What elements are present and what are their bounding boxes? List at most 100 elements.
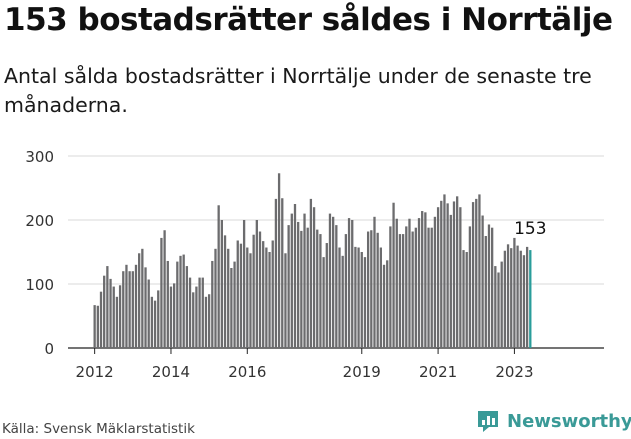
bar [487,224,491,348]
bar [227,248,230,348]
bar [233,261,236,348]
bar [411,231,414,348]
bar [249,253,252,348]
y-tick-label: 300 [25,148,54,166]
bar [290,213,293,348]
bar [325,243,328,348]
bar [430,227,433,348]
bar [506,244,510,348]
bar [440,200,443,348]
bar [462,250,465,348]
bar [401,234,405,348]
bar [287,225,290,348]
bar [223,235,227,348]
bar [513,237,516,348]
bar [271,240,274,348]
bar [96,305,99,348]
bar [322,257,325,348]
bar [284,253,287,348]
bar [106,266,109,348]
x-tick-label: 2023 [495,363,533,381]
bar [376,232,379,348]
bar [211,260,214,348]
bar [481,215,484,348]
bar [484,236,487,348]
x-tick-label: 2014 [152,363,190,381]
bar [274,198,278,348]
bar [103,275,106,348]
bar [115,296,119,348]
bar [500,261,503,348]
bar [446,203,449,348]
bar [157,290,160,348]
x-axis: 2012 2014 2016 2019 2021 2023 [76,348,534,381]
bar [373,216,376,348]
bar [169,286,173,348]
bar [160,237,163,348]
annotations: 153 [514,219,546,239]
bar [379,247,382,348]
bar [417,218,421,348]
bar [236,240,239,348]
brand-name: Newsworthy [507,410,631,432]
bar [93,305,96,348]
bar [166,260,169,348]
bar [109,278,112,348]
bar [366,231,370,348]
bar [176,261,179,348]
bar [433,216,437,348]
bar [424,212,427,348]
chart-subtitle: Antal sålda bostadsrätter i Norrtälje un… [4,64,592,117]
bar [363,257,367,348]
bar [465,252,468,348]
bar-chart: 300 200 100 0 2012 2014 2016 2019 2021 2023 153 [25,148,604,381]
bar [443,194,446,348]
bar [128,271,131,348]
bar [475,198,478,348]
bar [150,296,154,348]
bar [497,272,500,348]
bar [306,227,309,348]
bar [239,243,243,348]
bar [395,218,398,348]
bar [179,255,182,348]
bar [347,218,351,348]
bar [421,211,424,348]
bar [195,286,198,348]
bar [220,220,223,348]
bar [312,207,316,348]
bar [138,253,141,348]
bar [468,226,472,348]
bar [459,207,462,348]
y-tick-label: 0 [44,340,54,358]
bar [214,248,217,348]
bar [456,196,459,348]
bar [163,230,166,348]
bar [408,218,411,348]
bar [503,250,507,348]
x-tick-label: 2016 [228,363,266,381]
bar [112,286,115,348]
bar [510,248,513,348]
bar [118,285,122,348]
bar [255,220,258,348]
bar [134,264,138,348]
bar [303,213,306,348]
newsworthy-logo[interactable]: Newsworthy [475,408,631,434]
bar [386,260,389,348]
bar [319,234,322,348]
bar [207,294,211,348]
bar [293,204,297,348]
bar [147,279,150,348]
bar [328,213,332,348]
bar [258,231,262,348]
bar [491,227,494,348]
bar [452,201,456,348]
bar [99,291,103,348]
bar [217,205,220,348]
bar [192,292,195,348]
bar [265,247,268,348]
source-note: Källa: Svensk Mäklarstatistik [2,421,195,437]
bar [382,264,386,348]
bar [141,248,144,348]
